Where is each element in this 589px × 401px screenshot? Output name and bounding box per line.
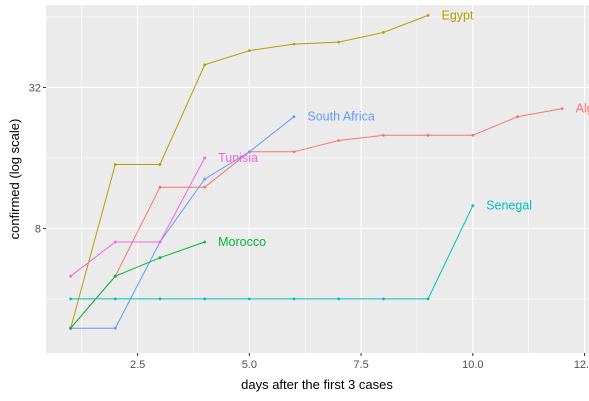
series-labels: Egypt Alg South Africa Tunisia Morocco Senega… [218, 8, 589, 249]
data-point-senegal [426, 297, 430, 301]
series-label-tunisia: Tunisia [218, 151, 258, 165]
data-point-algeria [426, 133, 430, 137]
data-point-senegal [292, 297, 296, 301]
data-point-egypt [426, 14, 430, 17]
series-label-egypt: Egypt [442, 8, 474, 22]
data-point-south-africa [247, 150, 251, 154]
x-axis-title: days after the first 3 cases [241, 377, 393, 392]
series-line-tunisia [70, 157, 206, 277]
x-tick-label: 5.0 [242, 359, 257, 371]
x-tick-label: 7.5 [353, 359, 368, 371]
series-line-senegal [70, 205, 474, 300]
x-tick-label: 2.5 [130, 359, 145, 371]
data-point-senegal [113, 297, 117, 301]
x-tick-label: 12.5 [574, 359, 589, 371]
x-tick-label: 10.0 [462, 359, 483, 371]
data-point-senegal [382, 297, 385, 301]
data-point-senegal [69, 297, 72, 301]
data-point-egypt [247, 49, 251, 52]
data-point-egypt [292, 42, 296, 46]
data-point-algeria [560, 107, 564, 110]
data-point-egypt [382, 31, 385, 34]
data-point-algeria [382, 133, 385, 137]
data-point-algeria [292, 150, 296, 154]
series-label-senegal: Senegal [486, 199, 532, 213]
x-axis: 2.5 5.0 7.5 10.0 12.5 [130, 353, 589, 371]
data-point-morocco [158, 256, 162, 260]
data-point-algeria [203, 185, 207, 189]
data-point-senegal [471, 204, 475, 208]
data-point-morocco [113, 274, 117, 278]
data-point-algeria [158, 185, 162, 189]
data-point-morocco [203, 240, 207, 244]
series-label-algeria: Alg [576, 102, 589, 116]
data-point-senegal [203, 297, 207, 301]
data-point-algeria [471, 133, 475, 137]
y-axis: 8 32 [29, 82, 46, 235]
data-point-egypt [113, 163, 117, 166]
data-point-egypt [337, 40, 341, 44]
data-point-egypt [158, 163, 162, 166]
series-line-south-africa [70, 116, 295, 329]
data-point-algeria [516, 115, 519, 119]
data-point-tunisia [113, 240, 117, 244]
data-point-morocco [69, 326, 72, 330]
series-line-algeria [70, 108, 563, 329]
major-grid [46, 5, 589, 353]
data-point-egypt [203, 63, 207, 67]
data-point-algeria [337, 139, 341, 142]
data-point-south-africa [292, 115, 296, 119]
data-point-tunisia [69, 274, 72, 278]
data-point-senegal [158, 297, 162, 301]
data-point-south-africa [203, 177, 207, 181]
data-point-senegal [337, 297, 341, 301]
series-label-south-africa: South Africa [307, 110, 374, 124]
y-tick-label: 8 [35, 223, 41, 235]
y-tick-label: 32 [29, 82, 41, 94]
y-axis-title: confirmed (log scale) [7, 119, 22, 240]
data-point-tunisia [158, 240, 162, 244]
series-label-morocco: Morocco [218, 235, 266, 249]
data-point-senegal [247, 297, 251, 301]
data-point-tunisia [203, 156, 207, 160]
data-point-south-africa [113, 326, 117, 330]
plot-panel [46, 5, 589, 353]
series-layer [69, 14, 564, 330]
series-line-morocco [70, 241, 205, 329]
